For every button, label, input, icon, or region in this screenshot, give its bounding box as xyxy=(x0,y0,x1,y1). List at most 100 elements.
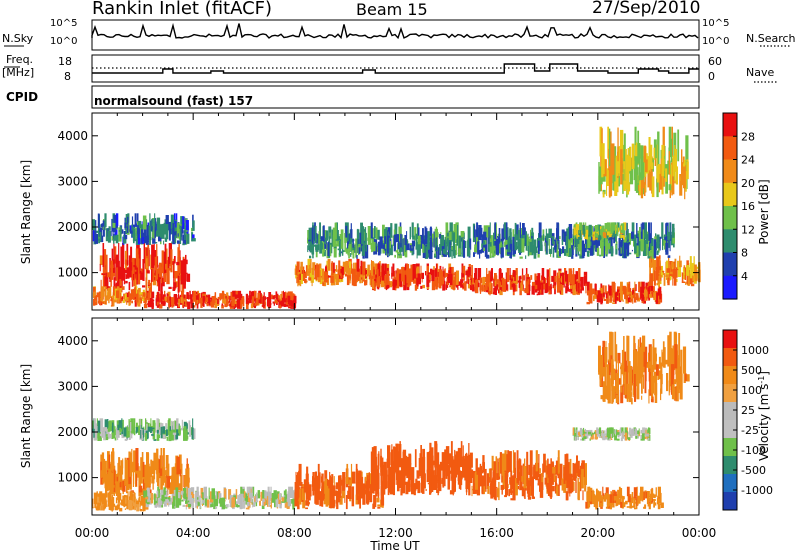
velocity-cell xyxy=(405,481,409,495)
power-cell xyxy=(485,282,488,290)
velocity-cell xyxy=(197,501,200,506)
power-cell xyxy=(665,223,667,241)
velocity-cell xyxy=(263,498,267,504)
power-cell xyxy=(528,281,531,291)
power-cell xyxy=(538,282,542,290)
power-cell xyxy=(155,242,158,244)
power-cell xyxy=(160,291,163,302)
power-cell xyxy=(520,277,522,280)
velocity-cell xyxy=(122,419,124,430)
velocity-cell xyxy=(565,491,569,501)
power-cell xyxy=(677,261,679,269)
power-cell xyxy=(647,165,651,171)
velocity-cell xyxy=(160,426,163,439)
velocity-cell xyxy=(135,448,139,471)
velocity-cell xyxy=(294,492,298,507)
velocity-cell xyxy=(641,365,643,394)
velocity-cell xyxy=(124,508,127,510)
power-cell xyxy=(488,227,490,244)
velocity-cell xyxy=(145,418,147,430)
velocity-cell xyxy=(634,507,636,510)
power-cell xyxy=(312,252,314,259)
power-cell xyxy=(462,283,465,290)
power-cell xyxy=(379,236,383,249)
power-cell xyxy=(537,250,540,258)
power-cell xyxy=(661,165,664,195)
power-cell xyxy=(585,233,587,253)
velocity-cell xyxy=(280,502,282,506)
velocity-cell xyxy=(281,497,285,502)
velocity-cell xyxy=(398,444,402,468)
velocity-cell xyxy=(614,435,617,441)
velocity-cell xyxy=(544,477,548,485)
power-cell xyxy=(426,275,430,287)
power-cell xyxy=(443,270,445,282)
velocity-cell xyxy=(219,497,223,507)
velocity-cell xyxy=(533,464,535,479)
velocity-cell xyxy=(512,450,515,473)
velocity-cell xyxy=(140,501,142,505)
velocity-cell xyxy=(639,492,642,501)
velocity-cell xyxy=(162,448,165,473)
power-cell xyxy=(134,269,137,272)
power-cell xyxy=(388,273,390,276)
power-cell xyxy=(505,238,508,245)
power-cell xyxy=(516,246,519,249)
velocity-cell xyxy=(462,462,466,478)
velocity-cell xyxy=(486,473,489,489)
velocity-cell xyxy=(119,427,123,432)
velocity-cell xyxy=(411,467,415,495)
velocity-cell xyxy=(637,430,640,435)
power-cell xyxy=(452,280,456,290)
velocity-cell xyxy=(128,419,130,432)
velocity-cell xyxy=(583,427,585,434)
velocity-cell xyxy=(655,487,657,497)
power-cell xyxy=(348,261,352,271)
velocity-cell xyxy=(116,476,118,482)
power-cell xyxy=(638,184,640,194)
power-cell xyxy=(675,166,678,185)
power-cell xyxy=(335,230,339,241)
power-cell xyxy=(650,286,653,298)
velocity-cell xyxy=(106,428,110,439)
power-cell xyxy=(615,245,618,250)
power-cell xyxy=(461,263,464,277)
power-cell xyxy=(422,284,425,289)
power-cell xyxy=(565,270,568,282)
velocity-cell xyxy=(157,472,160,479)
velocity-cell xyxy=(587,494,590,502)
power-cell xyxy=(683,165,686,189)
power-cell xyxy=(415,233,418,250)
power-cell xyxy=(620,281,623,292)
power-cell xyxy=(414,227,417,241)
power-cell xyxy=(362,271,365,282)
power-cell xyxy=(686,265,690,276)
power-cell xyxy=(565,285,568,294)
power-cell xyxy=(489,222,491,239)
power-cell xyxy=(502,279,506,291)
power-cell xyxy=(478,225,482,241)
velocity-cell xyxy=(617,432,620,436)
power-cell xyxy=(474,225,476,238)
velocity-cell xyxy=(114,481,118,484)
velocity-cell xyxy=(123,427,127,437)
velocity-cell xyxy=(174,503,177,509)
power-cell xyxy=(527,240,530,256)
velocity-cell xyxy=(528,464,531,475)
power-cell xyxy=(505,244,508,250)
velocity-cell xyxy=(116,433,119,441)
power-cell xyxy=(627,155,631,172)
power-cell xyxy=(156,217,161,233)
power-cell xyxy=(321,242,323,250)
power-cell xyxy=(240,300,243,309)
power-cell xyxy=(651,254,655,268)
power-cell xyxy=(148,225,151,238)
power-cell xyxy=(115,290,120,299)
power-cell xyxy=(659,237,661,251)
velocity-cell xyxy=(196,486,199,498)
velocity-cell xyxy=(355,481,358,497)
power-cell xyxy=(138,248,141,274)
power-cell xyxy=(182,258,186,285)
velocity-cell xyxy=(185,424,188,429)
power-cell xyxy=(118,227,122,242)
